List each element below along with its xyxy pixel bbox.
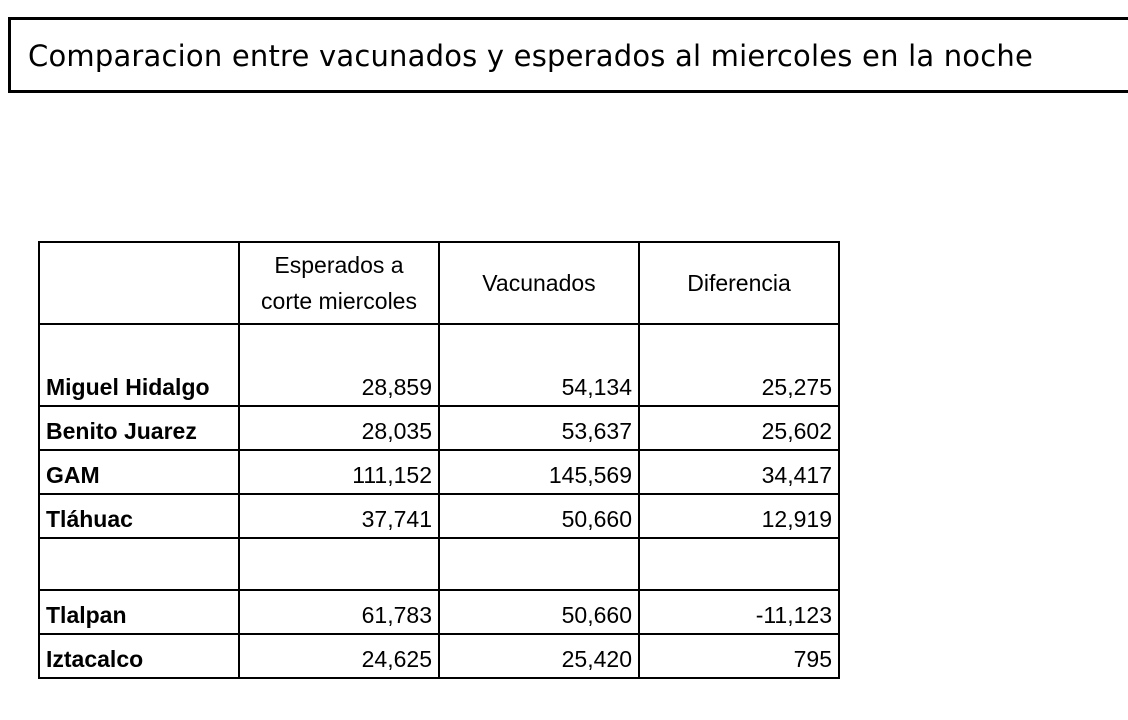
header-esperados: Esperados a corte miercoles: [238, 241, 440, 325]
header-diferencia: Diferencia: [638, 241, 840, 325]
cell-vacunados: [438, 537, 640, 591]
table-row: Iztacalco 24,625 25,420 795: [38, 633, 840, 679]
cell-diferencia: [638, 537, 840, 591]
cell-esperados: 37,741: [238, 493, 440, 539]
table-row: GAM 111,152 145,569 34,417: [38, 449, 840, 495]
cell-diferencia: -11,123: [638, 589, 840, 635]
header-corner: [38, 241, 240, 325]
cell-vacunados: 54,134: [438, 323, 640, 407]
cell-esperados: 111,152: [238, 449, 440, 495]
comparison-table: Esperados a corte miercoles Vacunados Di…: [38, 241, 840, 679]
row-label: Iztacalco: [38, 633, 240, 679]
table-row: Miguel Hidalgo 28,859 54,134 25,275: [38, 323, 840, 407]
title-box: Comparacion entre vacunados y esperados …: [8, 17, 1128, 93]
cell-vacunados: 50,660: [438, 589, 640, 635]
row-label: GAM: [38, 449, 240, 495]
cell-vacunados: 145,569: [438, 449, 640, 495]
cell-esperados: 61,783: [238, 589, 440, 635]
row-label: Tlalpan: [38, 589, 240, 635]
cell-diferencia: 34,417: [638, 449, 840, 495]
cell-diferencia: 25,275: [638, 323, 840, 407]
row-label: [38, 537, 240, 591]
cell-esperados: [238, 537, 440, 591]
table-header-row: Esperados a corte miercoles Vacunados Di…: [38, 241, 840, 325]
cell-esperados: 28,035: [238, 405, 440, 451]
cell-esperados: 24,625: [238, 633, 440, 679]
header-vacunados: Vacunados: [438, 241, 640, 325]
page-title: Comparacion entre vacunados y esperados …: [28, 39, 1034, 73]
row-label: Benito Juarez: [38, 405, 240, 451]
table-row: Benito Juarez 28,035 53,637 25,602: [38, 405, 840, 451]
cell-esperados: 28,859: [238, 323, 440, 407]
table-row-empty: [38, 537, 840, 591]
cell-diferencia: 12,919: [638, 493, 840, 539]
cell-vacunados: 50,660: [438, 493, 640, 539]
cell-diferencia: 25,602: [638, 405, 840, 451]
cell-vacunados: 53,637: [438, 405, 640, 451]
table-row: Tláhuac 37,741 50,660 12,919: [38, 493, 840, 539]
row-label: Tláhuac: [38, 493, 240, 539]
row-label: Miguel Hidalgo: [38, 323, 240, 407]
cell-vacunados: 25,420: [438, 633, 640, 679]
table-row: Tlalpan 61,783 50,660 -11,123: [38, 589, 840, 635]
cell-diferencia: 795: [638, 633, 840, 679]
